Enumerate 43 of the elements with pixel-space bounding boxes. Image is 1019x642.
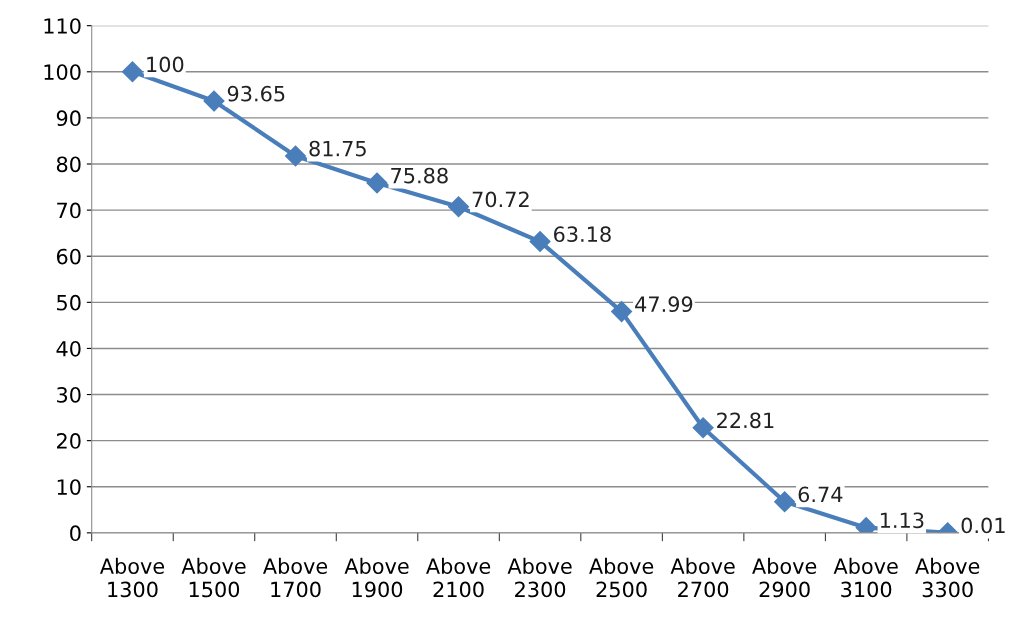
y-tick-label: 110: [44, 18, 81, 34]
data-label: 0.01: [961, 517, 1005, 534]
point: [611, 301, 633, 323]
x-tick-label: Above 1900: [344, 557, 409, 598]
x-tick-label: Above 1700: [262, 557, 328, 598]
x-tick-label: Above 1500: [181, 557, 246, 598]
y-tick-label: 100: [44, 64, 81, 80]
x-tick-label: Above 1300: [99, 557, 165, 598]
y-tick-label: 0: [70, 525, 81, 542]
y-tick-label: 10: [57, 479, 81, 495]
point: [284, 145, 307, 167]
point: [366, 172, 388, 194]
x-tick-label: Above 2500: [589, 557, 654, 598]
point: [203, 90, 225, 112]
x-tick-label: Above 2700: [670, 557, 735, 598]
data-label: 6.74: [798, 486, 843, 503]
y-tick-label: 90: [56, 110, 81, 127]
x-tick-label: Above 2100: [426, 557, 491, 598]
y-tick-label: 40: [56, 340, 81, 357]
data-label: 93.65: [227, 85, 285, 102]
x-tick-label: Above 2900: [752, 557, 817, 598]
y-tick-label: 70: [57, 202, 81, 219]
point: [529, 231, 551, 253]
point: [774, 491, 796, 513]
data-label: 75.88: [391, 167, 448, 184]
y-tick-label: 20: [57, 433, 81, 449]
data-label: 81.75: [309, 140, 366, 157]
data-label: 70.72: [472, 191, 529, 208]
y-tick-label: 60: [56, 248, 81, 265]
point: [121, 61, 143, 83]
data-label: 63.18: [554, 226, 611, 243]
y-tick-label: 80: [56, 156, 81, 173]
x-tick-label: Above 2300: [507, 557, 572, 598]
data-label: 100: [147, 56, 184, 73]
x-tick-label: Above 3100: [833, 557, 898, 598]
point: [692, 417, 714, 439]
data-label: 1.13: [880, 512, 924, 529]
data-label: 22.81: [717, 412, 774, 429]
data-label: 47.99: [635, 296, 693, 313]
y-tick-label: 30: [57, 386, 81, 403]
point: [448, 196, 470, 218]
x-tick-label: Above 3300: [915, 557, 980, 598]
y-tick-label: 50: [57, 294, 81, 311]
